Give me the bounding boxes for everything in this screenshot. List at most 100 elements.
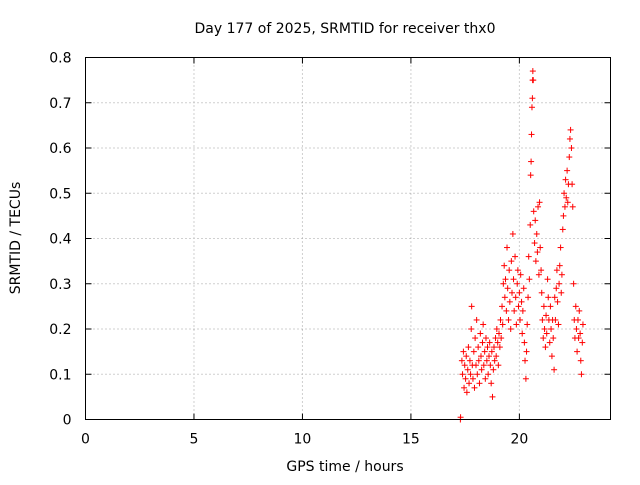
- data-point: [474, 371, 481, 378]
- data-point: [469, 375, 476, 382]
- y-tick-label: 0.5: [49, 186, 71, 202]
- x-tick-labels: 0 5 10 15 20: [81, 432, 528, 448]
- data-point: [536, 199, 543, 206]
- data-point: [577, 330, 584, 337]
- data-point: [519, 307, 526, 314]
- data-point: [575, 335, 582, 342]
- data-point: [490, 366, 497, 373]
- data-point: [479, 339, 486, 346]
- data-point: [509, 230, 516, 237]
- data-point: [576, 307, 583, 314]
- data-point: [464, 366, 471, 373]
- data-point: [526, 276, 533, 283]
- data-point: [498, 335, 505, 342]
- data-point: [504, 244, 511, 251]
- data-point: [482, 335, 489, 342]
- x-tick-label: 5: [190, 432, 199, 448]
- data-point: [546, 339, 553, 346]
- data-point: [572, 303, 579, 310]
- plot-frame: [85, 57, 611, 420]
- data-point: [562, 176, 569, 183]
- y-axis-label: SRMTID / TECUs: [8, 182, 24, 295]
- x-tick-label: 20: [510, 432, 528, 448]
- data-point: [472, 362, 479, 369]
- x-tick-label: 10: [294, 432, 312, 448]
- data-point: [563, 194, 570, 201]
- data-point: [564, 167, 571, 174]
- data-point: [548, 353, 555, 360]
- data-point: [472, 335, 479, 342]
- data-point: [541, 326, 548, 332]
- data-point: [556, 280, 563, 287]
- data-point: [560, 212, 567, 219]
- data-point: [477, 330, 484, 337]
- data-point: [551, 366, 558, 373]
- data-point: [500, 280, 507, 287]
- data-point: [488, 380, 495, 387]
- data-points: [457, 68, 586, 423]
- data-point: [512, 294, 519, 301]
- data-point: [504, 285, 511, 292]
- data-point: [491, 357, 498, 364]
- data-point: [462, 375, 469, 382]
- data-point: [539, 316, 546, 323]
- data-point: [547, 303, 554, 310]
- data-point: [514, 280, 521, 287]
- data-point: [528, 104, 535, 111]
- chart-title: Day 177 of 2025, SRMTID for receiver thx…: [195, 21, 496, 37]
- data-point: [473, 316, 480, 323]
- data-point: [493, 326, 500, 332]
- data-point: [534, 249, 541, 256]
- data-point: [569, 203, 576, 210]
- data-point: [506, 267, 513, 274]
- data-point: [559, 226, 566, 233]
- data-point: [530, 77, 537, 84]
- data-point: [466, 380, 473, 387]
- data-point: [568, 145, 575, 151]
- data-point: [535, 271, 542, 278]
- data-point: [502, 276, 509, 283]
- data-point: [463, 389, 470, 396]
- data-point: [518, 298, 525, 305]
- data-point: [465, 344, 472, 351]
- data-point: [561, 203, 568, 210]
- x-tick-label: 15: [402, 432, 420, 448]
- data-point: [505, 316, 512, 323]
- data-point: [535, 203, 542, 210]
- data-point: [482, 375, 489, 382]
- data-point: [460, 348, 467, 355]
- y-tick-label: 0.2: [49, 322, 71, 338]
- data-point: [553, 285, 560, 292]
- data-point: [486, 353, 493, 360]
- data-point: [538, 289, 545, 296]
- data-point: [566, 135, 573, 142]
- data-point: [475, 357, 482, 364]
- data-point: [477, 353, 484, 360]
- data-point: [551, 294, 558, 301]
- data-point: [461, 384, 468, 391]
- data-point: [501, 262, 508, 269]
- data-point: [520, 285, 527, 292]
- data-point: [507, 326, 514, 332]
- data-point: [574, 348, 581, 355]
- data-point: [525, 294, 532, 301]
- data-point: [491, 344, 498, 351]
- data-point: [470, 348, 477, 355]
- data-point: [532, 258, 539, 265]
- data-point: [573, 326, 580, 332]
- data-point: [476, 380, 483, 387]
- data-point: [548, 326, 555, 332]
- data-point: [530, 208, 537, 215]
- data-point: [552, 316, 559, 323]
- data-point: [545, 294, 552, 301]
- data-point: [527, 221, 534, 228]
- data-point: [542, 344, 549, 351]
- data-point: [525, 253, 532, 260]
- y-tick-label: 0.7: [49, 96, 71, 112]
- data-point: [538, 267, 545, 274]
- data-point: [495, 362, 502, 369]
- data-point: [579, 321, 586, 328]
- y-tick-label: 0: [63, 413, 72, 429]
- data-point: [544, 276, 551, 283]
